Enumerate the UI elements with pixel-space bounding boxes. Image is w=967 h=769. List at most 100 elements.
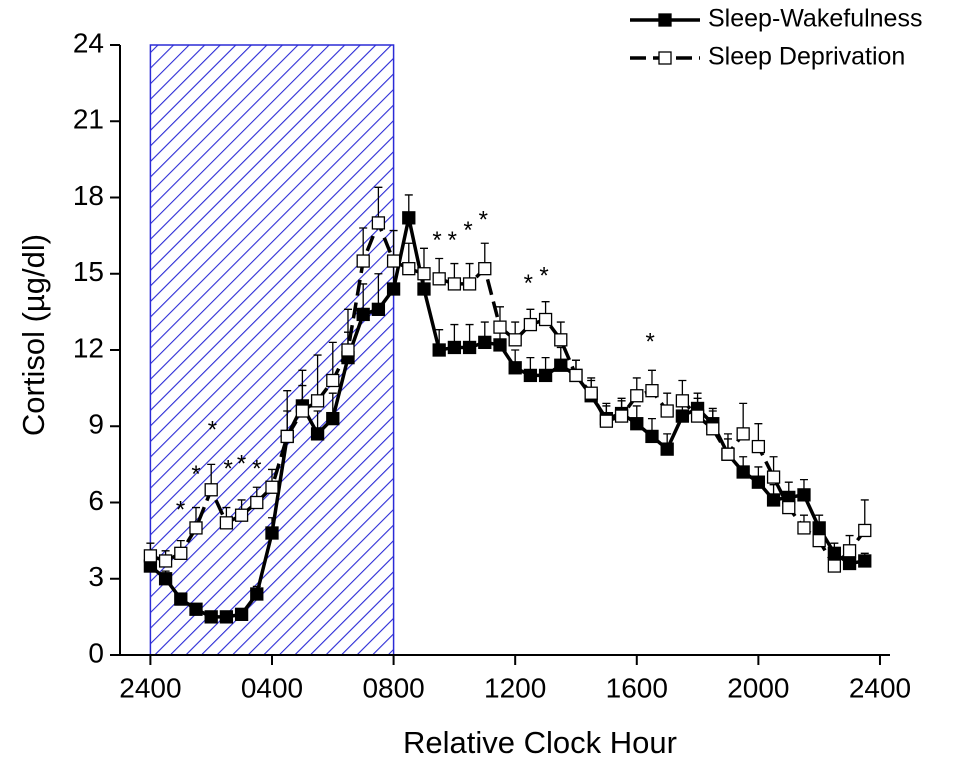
- significance-mark: *: [224, 456, 233, 483]
- data-point: [174, 592, 188, 606]
- data-point: [189, 521, 203, 535]
- data-point: [827, 559, 842, 573]
- data-point: [812, 521, 826, 535]
- data-point: [250, 587, 264, 601]
- data-point: [386, 282, 401, 296]
- significance-mark: *: [252, 456, 261, 483]
- error-bar: [343, 308, 352, 350]
- data-point: [417, 267, 431, 281]
- data-point: [554, 333, 568, 347]
- legend-label: Sleep Deprivation: [708, 43, 905, 71]
- data-point: [219, 610, 234, 624]
- legend-marker: [658, 51, 672, 65]
- x-axis-title: Relative Clock Hour: [403, 725, 677, 760]
- data-point: [189, 602, 203, 616]
- data-point: [493, 338, 507, 352]
- data-point: [827, 546, 842, 560]
- significance-mark: *: [208, 416, 217, 443]
- data-point: [599, 414, 614, 428]
- data-point: [356, 254, 370, 268]
- data-point: [751, 439, 766, 454]
- data-point: [371, 302, 386, 316]
- significance-mark: *: [479, 207, 488, 234]
- data-point: [402, 262, 416, 276]
- data-point: [721, 447, 735, 461]
- x-tick-label: 0400: [241, 672, 303, 703]
- y-tick-label: 0: [88, 637, 104, 668]
- data-point: [842, 556, 857, 571]
- data-point: [356, 307, 370, 322]
- data-point: [310, 427, 325, 441]
- legend-marker: [658, 13, 672, 27]
- data-point: [523, 368, 538, 383]
- data-point: [265, 526, 279, 540]
- data-point: [569, 368, 583, 383]
- significance-mark: *: [539, 263, 548, 290]
- data-point: [538, 312, 553, 327]
- data-point: [462, 340, 477, 355]
- data-point: [554, 358, 568, 372]
- data-point: [371, 216, 386, 230]
- significance-mark: *: [191, 461, 200, 488]
- data-point: [508, 333, 522, 347]
- y-tick-label: 12: [73, 332, 104, 363]
- data-point: [386, 254, 401, 268]
- y-tick-label: 6: [88, 485, 104, 516]
- data-point: [143, 549, 158, 563]
- data-point: [234, 508, 249, 522]
- data-point: [645, 429, 659, 444]
- x-tick-label: 2400: [119, 672, 181, 703]
- legend-label: Sleep-Wakefulness: [708, 5, 922, 33]
- data-point: [402, 211, 416, 225]
- significance-mark: *: [237, 451, 246, 478]
- y-tick-label: 24: [73, 27, 104, 58]
- plot-area: 0 3 6 9 12 15 18 21 24 2400 0400 0800 1200 1600 2000 24…: [73, 27, 911, 703]
- data-point: [675, 394, 690, 408]
- significance-mark: *: [448, 227, 457, 254]
- data-point: [158, 572, 173, 586]
- sleep-period: [149, 44, 395, 656]
- data-point: [812, 533, 826, 548]
- data-point: [204, 483, 218, 497]
- data-point: [508, 361, 522, 375]
- data-point: [447, 277, 462, 291]
- data-point: [326, 411, 340, 426]
- data-point: [417, 282, 431, 296]
- data-point: [842, 544, 857, 558]
- data-point: [432, 343, 446, 357]
- data-point: [250, 495, 264, 510]
- data-point: [326, 373, 340, 388]
- data-point: [858, 554, 872, 568]
- data-point: [660, 404, 674, 418]
- y-tick-label: 3: [88, 561, 104, 592]
- y-tick-label: 21: [73, 104, 104, 135]
- data-point: [614, 409, 629, 423]
- data-point: [858, 523, 872, 538]
- data-point: [736, 465, 750, 479]
- data-point: [630, 417, 644, 431]
- error-bar: [283, 390, 292, 437]
- data-point: [782, 500, 796, 515]
- data-point: [204, 610, 218, 624]
- data-point: [706, 422, 720, 436]
- y-tick-label: 18: [73, 180, 104, 211]
- significance-mark: *: [176, 496, 185, 523]
- data-point: [174, 546, 188, 560]
- data-point: [645, 384, 659, 398]
- data-point: [341, 343, 355, 357]
- data-point: [797, 488, 811, 502]
- y-tick-label: 9: [88, 409, 104, 440]
- data-point: [675, 409, 690, 423]
- data-point: [751, 475, 766, 489]
- data-point: [295, 404, 310, 418]
- data-point: [493, 320, 507, 334]
- x-tick-label: 1600: [606, 672, 668, 703]
- significance-mark: *: [463, 217, 472, 244]
- data-point: [310, 394, 325, 408]
- data-point: [234, 607, 249, 621]
- data-point: [584, 386, 598, 400]
- data-point: [447, 340, 462, 355]
- data-point: [736, 427, 750, 441]
